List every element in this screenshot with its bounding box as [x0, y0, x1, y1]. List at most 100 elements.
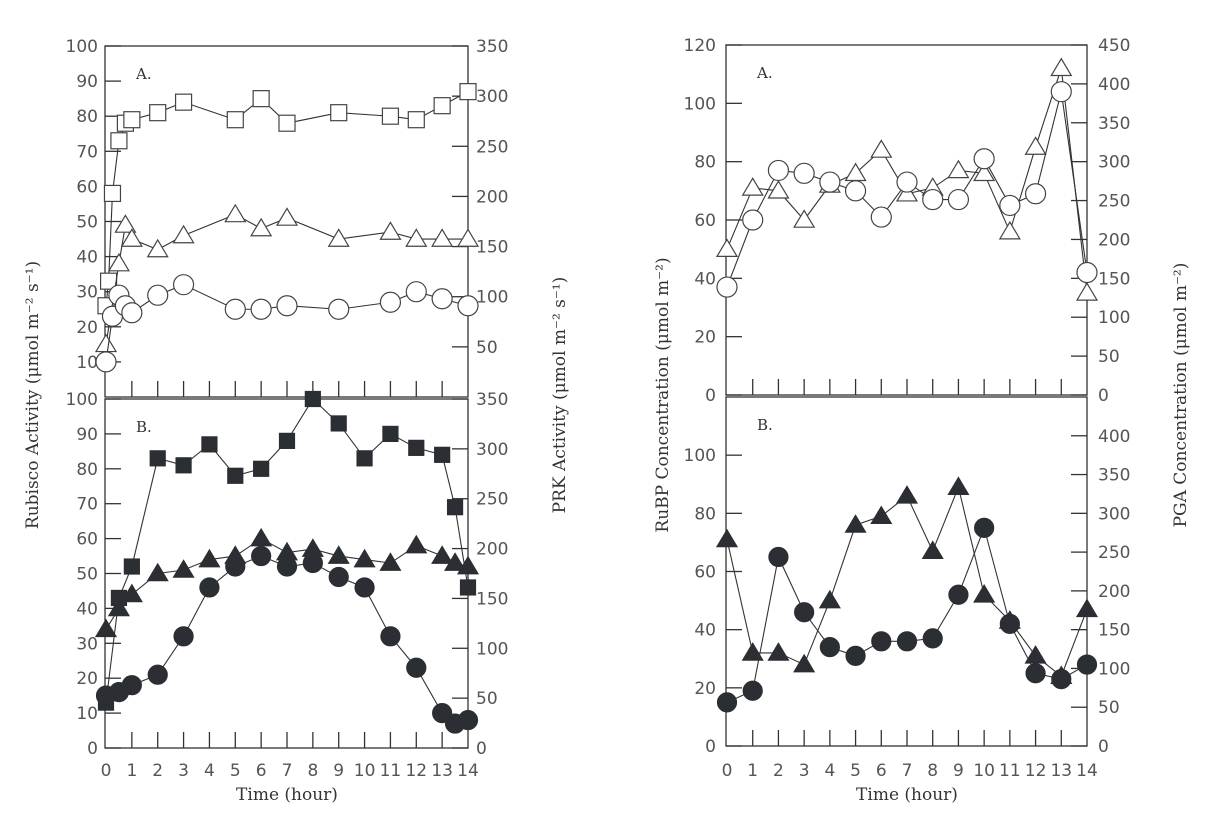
data-point-triangle: [107, 252, 130, 272]
data-point-circle: [225, 556, 246, 577]
data-point-circle: [405, 281, 427, 303]
panel-a: 10 20 30 40 50 60 70 80 90 100 50 100 150 200 250 300 35…: [66, 37, 508, 398]
data-point-square: [446, 499, 464, 516]
left-y-tick-label: 100: [66, 37, 98, 57]
data-point-circle: [716, 692, 738, 713]
data-point-triangle: [146, 238, 169, 258]
data-point-triangle: [172, 559, 195, 578]
right-y-tick-label: 0: [1098, 386, 1109, 406]
right-y-tick-label: 350: [476, 390, 508, 410]
data-point-circle: [1050, 81, 1072, 103]
left-y-tick-label: 40: [76, 599, 98, 619]
data-point-triangle: [198, 548, 221, 568]
data-point-triangle: [94, 333, 118, 353]
data-point-square: [433, 97, 451, 115]
right-y-tick-label: 0: [476, 739, 487, 759]
data-point-square: [149, 450, 166, 467]
left-y-tick-label: 80: [694, 504, 716, 524]
right-y-tick-label: 350: [1098, 466, 1130, 486]
data-point-square: [174, 93, 193, 111]
data-point-square: [459, 83, 477, 101]
left-y-tick-label: 80: [694, 153, 716, 173]
data-point-circle: [199, 577, 220, 598]
data-point-triangle: [973, 583, 996, 603]
data-point-circle: [1051, 669, 1072, 690]
right-y-tick-label: 100: [1098, 308, 1130, 328]
panel-label: B.: [136, 418, 152, 436]
x-tick-label: 9: [333, 761, 344, 781]
x-tick-label: 5: [850, 761, 861, 781]
data-point-triangle: [947, 159, 970, 179]
data-point-triangle: [379, 221, 402, 240]
data-point-circle: [742, 680, 763, 701]
series-filled-circle: [716, 517, 1098, 713]
plot-frame: [725, 44, 1088, 396]
data-point-circle: [794, 602, 815, 623]
data-point-square: [278, 432, 296, 449]
data-point-circle: [354, 577, 375, 598]
right-y-tick-label: 450: [1098, 36, 1130, 56]
x-tick-label: 1: [747, 761, 758, 781]
data-point-square: [226, 111, 244, 129]
data-point-triangle: [379, 552, 402, 571]
x-tick-label: 7: [902, 761, 913, 781]
data-point-square: [459, 579, 477, 596]
data-point-circle: [121, 675, 142, 696]
data-point-circle: [1024, 183, 1047, 205]
data-point-circle: [999, 194, 1021, 217]
series-filled-triangle: [94, 527, 480, 638]
data-point-circle: [999, 613, 1020, 634]
data-point-circle: [767, 159, 790, 182]
right-y-tick-label: 50: [1098, 347, 1120, 367]
data-point-circle: [896, 171, 918, 193]
data-point-triangle: [327, 545, 350, 564]
data-point-circle: [870, 206, 892, 228]
left-y-tick-label: 100: [684, 446, 716, 466]
left-y-tick-label: 120: [684, 36, 716, 56]
data-point-square: [407, 111, 425, 129]
data-point-circle: [896, 631, 918, 652]
data-point-triangle: [431, 545, 454, 564]
x-tick-label: 12: [1025, 761, 1047, 781]
data-point-circle: [250, 298, 272, 320]
x-tick-label: 2: [773, 761, 784, 781]
right-y-tick-label: 250: [476, 137, 508, 157]
right-y-tick-label: 150: [476, 589, 508, 609]
data-point-triangle: [715, 528, 739, 548]
data-point-triangle: [870, 505, 893, 525]
left-y-tick-label: 60: [76, 530, 98, 550]
data-point-triangle: [947, 476, 970, 495]
right-y-tick-label: 100: [1098, 659, 1130, 679]
left-y-tick-label: 80: [76, 460, 98, 480]
data-point-triangle: [172, 224, 195, 244]
left-y-tick-label: 60: [76, 177, 98, 197]
data-point-triangle: [250, 217, 273, 237]
series-open-circle: [716, 81, 1098, 298]
left-y-tick-label: 30: [76, 283, 98, 303]
data-point-triangle: [767, 642, 790, 661]
plot-frame: [725, 396, 1088, 747]
data-point-circle: [973, 148, 995, 170]
left-y-axis-title: RuBP Concentration (μmol m⁻²): [653, 257, 673, 532]
data-point-circle: [379, 291, 402, 313]
data-point-triangle: [444, 552, 467, 571]
data-point-circle: [948, 584, 969, 605]
data-point-circle: [328, 566, 349, 588]
left-y-tick-label: 20: [694, 328, 716, 348]
right-y-tick-label: 300: [476, 440, 508, 460]
right-y-tick-label: 300: [476, 87, 508, 107]
left-y-tick-label: 90: [76, 72, 98, 92]
right-y-tick-label: 50: [476, 338, 498, 358]
right-y-tick-label: 200: [476, 540, 508, 560]
data-point-triangle: [793, 653, 816, 673]
x-tick-label: 0: [101, 761, 112, 781]
left-y-tick-label: 40: [694, 621, 716, 641]
data-point-triangle: [405, 534, 428, 554]
x-tick-label: 12: [405, 761, 427, 781]
data-point-square: [103, 184, 122, 203]
data-point-square: [278, 114, 296, 132]
data-point-circle: [457, 295, 479, 317]
data-point-square: [356, 450, 373, 467]
data-point-triangle: [973, 162, 996, 182]
